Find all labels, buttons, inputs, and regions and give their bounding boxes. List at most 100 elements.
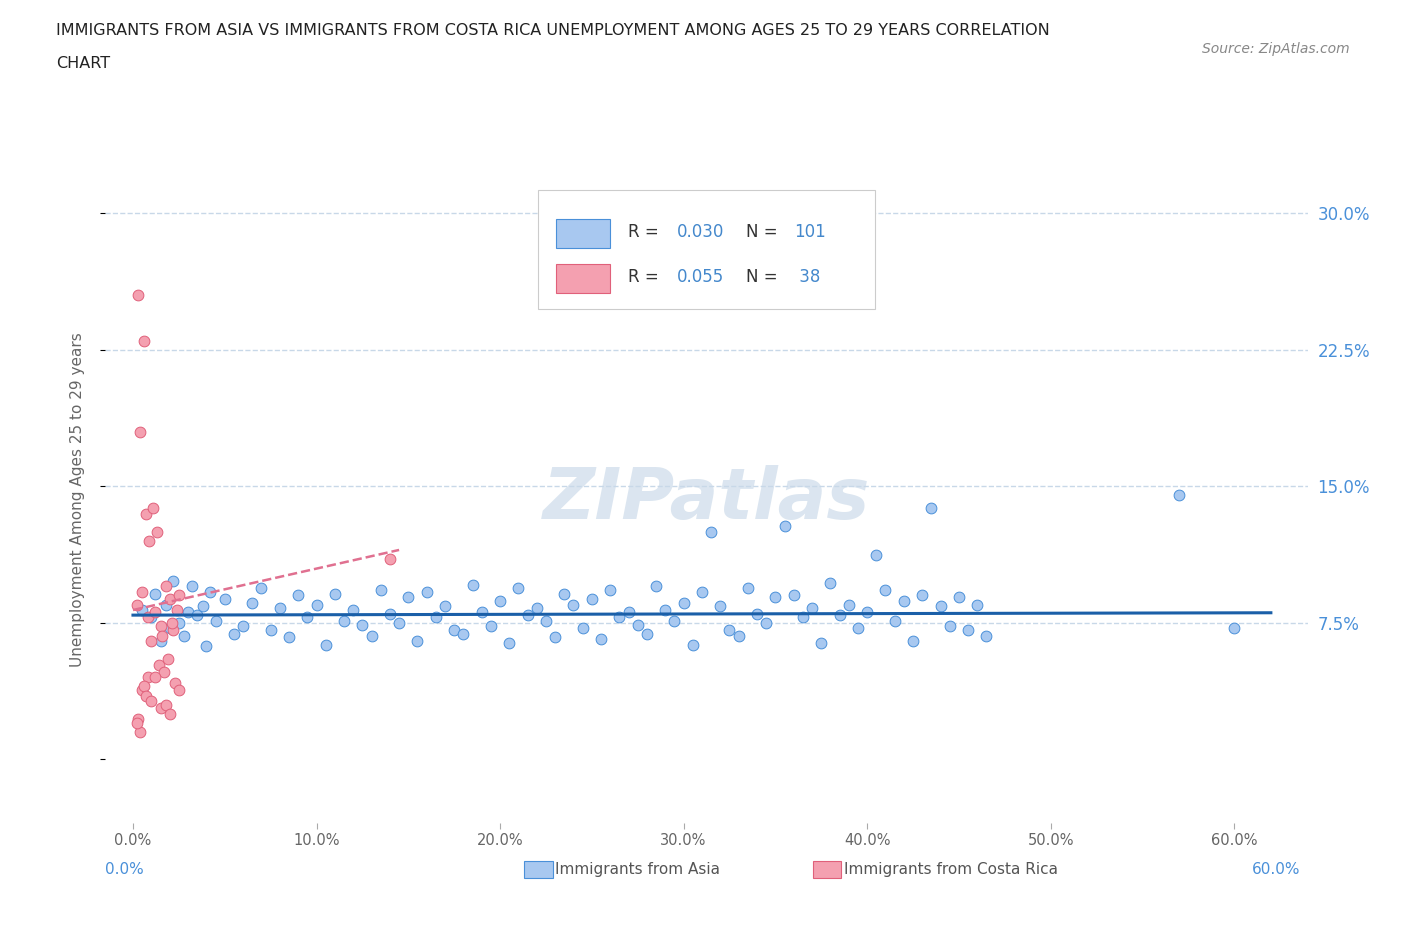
Point bbox=[589, 631, 612, 646]
Point bbox=[709, 599, 731, 614]
Point bbox=[396, 590, 419, 604]
Point bbox=[846, 621, 869, 636]
FancyBboxPatch shape bbox=[557, 219, 610, 247]
Point bbox=[378, 551, 401, 566]
Point bbox=[166, 603, 188, 618]
Point bbox=[461, 578, 484, 592]
Point bbox=[562, 597, 585, 612]
Point bbox=[433, 599, 456, 614]
Point bbox=[167, 683, 190, 698]
Text: N =: N = bbox=[747, 222, 783, 241]
Point bbox=[127, 711, 149, 726]
FancyBboxPatch shape bbox=[524, 861, 553, 878]
Point bbox=[159, 621, 181, 636]
Point bbox=[141, 610, 163, 625]
Point bbox=[929, 599, 952, 614]
Point bbox=[966, 597, 988, 612]
Point bbox=[143, 586, 166, 601]
Point bbox=[195, 639, 218, 654]
Point bbox=[773, 519, 796, 534]
Point bbox=[893, 593, 915, 608]
Point bbox=[938, 619, 960, 634]
Point bbox=[378, 606, 401, 621]
Point bbox=[508, 580, 530, 595]
Point bbox=[153, 665, 176, 680]
Point bbox=[636, 626, 658, 641]
Point bbox=[250, 580, 273, 595]
FancyBboxPatch shape bbox=[538, 190, 875, 309]
Point bbox=[131, 683, 153, 698]
Point bbox=[727, 628, 749, 643]
Point bbox=[737, 580, 759, 595]
Text: Source: ZipAtlas.com: Source: ZipAtlas.com bbox=[1202, 42, 1350, 56]
Point bbox=[149, 633, 172, 648]
Point bbox=[125, 597, 148, 612]
Point bbox=[136, 610, 159, 625]
Point bbox=[186, 608, 208, 623]
Point bbox=[718, 622, 741, 637]
Text: R =: R = bbox=[628, 222, 665, 241]
Point bbox=[162, 622, 184, 637]
Text: ZIPatlas: ZIPatlas bbox=[543, 465, 870, 535]
Point bbox=[138, 534, 160, 549]
Point bbox=[479, 619, 502, 634]
Point bbox=[287, 588, 309, 603]
Point bbox=[173, 628, 195, 643]
Point bbox=[828, 608, 851, 623]
Point bbox=[342, 603, 364, 618]
Point bbox=[690, 584, 713, 599]
Point bbox=[1223, 621, 1246, 636]
Point bbox=[269, 601, 291, 616]
Point bbox=[148, 658, 170, 672]
Point bbox=[259, 622, 281, 637]
Point bbox=[297, 610, 319, 625]
Point bbox=[131, 584, 153, 599]
Point bbox=[453, 626, 475, 641]
Text: 0.0%: 0.0% bbox=[105, 862, 145, 877]
Text: R =: R = bbox=[628, 268, 665, 286]
Point bbox=[607, 610, 630, 625]
Point bbox=[315, 637, 337, 652]
Point bbox=[976, 628, 998, 643]
Point bbox=[654, 603, 676, 618]
Point bbox=[388, 616, 411, 631]
Text: Immigrants from Asia: Immigrants from Asia bbox=[555, 862, 720, 877]
FancyBboxPatch shape bbox=[557, 264, 610, 293]
Point bbox=[131, 603, 153, 618]
Point bbox=[801, 601, 824, 616]
Point bbox=[135, 506, 157, 521]
Point bbox=[498, 635, 520, 650]
Point bbox=[135, 688, 157, 703]
Text: Immigrants from Costa Rica: Immigrants from Costa Rica bbox=[844, 862, 1057, 877]
Point bbox=[159, 591, 181, 606]
Point bbox=[143, 670, 166, 684]
Point bbox=[360, 628, 382, 643]
Point bbox=[198, 584, 221, 599]
Point bbox=[167, 616, 190, 631]
Point bbox=[745, 606, 768, 621]
Point bbox=[645, 578, 668, 593]
Point bbox=[155, 597, 177, 612]
Point bbox=[127, 287, 149, 302]
Text: IMMIGRANTS FROM ASIA VS IMMIGRANTS FROM COSTA RICA UNEMPLOYMENT AMONG AGES 25 TO: IMMIGRANTS FROM ASIA VS IMMIGRANTS FROM … bbox=[56, 23, 1050, 38]
Point bbox=[305, 597, 328, 612]
Point bbox=[911, 588, 934, 603]
Point bbox=[672, 595, 695, 610]
Point bbox=[155, 578, 177, 593]
Point bbox=[142, 500, 165, 515]
Point bbox=[278, 630, 301, 644]
Point bbox=[534, 614, 557, 629]
Point bbox=[443, 622, 465, 637]
Point bbox=[810, 635, 832, 650]
Point bbox=[136, 670, 159, 684]
Point bbox=[167, 588, 190, 603]
Point bbox=[682, 637, 704, 652]
Point bbox=[323, 586, 346, 601]
Point bbox=[370, 582, 392, 597]
Text: 0.030: 0.030 bbox=[676, 222, 724, 241]
Point bbox=[129, 424, 152, 439]
Point bbox=[180, 578, 202, 593]
Point bbox=[544, 630, 567, 644]
Text: 60.0%: 60.0% bbox=[1253, 862, 1301, 877]
Point bbox=[149, 701, 172, 716]
